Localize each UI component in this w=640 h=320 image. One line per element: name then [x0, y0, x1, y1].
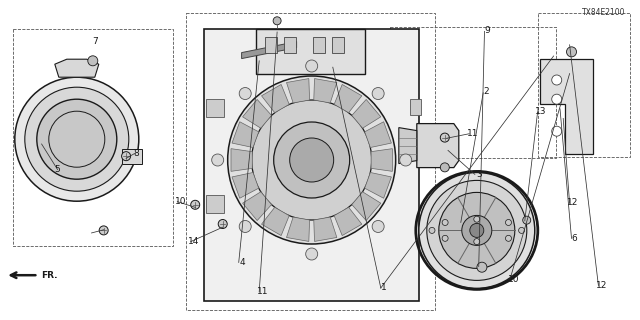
Bar	[284, 37, 296, 53]
Circle shape	[477, 262, 487, 272]
Text: 12: 12	[567, 198, 579, 207]
Circle shape	[273, 17, 281, 25]
Circle shape	[15, 77, 139, 201]
Bar	[332, 37, 344, 53]
Bar	[265, 37, 277, 53]
Polygon shape	[334, 84, 362, 113]
Polygon shape	[314, 217, 337, 241]
Text: 5: 5	[55, 165, 60, 174]
Bar	[186, 13, 435, 310]
Polygon shape	[365, 122, 392, 148]
Circle shape	[25, 87, 129, 191]
Text: 11: 11	[467, 129, 478, 138]
Circle shape	[440, 163, 449, 172]
Polygon shape	[55, 59, 99, 77]
Polygon shape	[231, 149, 252, 171]
Bar	[256, 29, 365, 74]
Text: 11: 11	[257, 287, 268, 296]
Text: 3: 3	[476, 170, 481, 179]
Text: 6: 6	[572, 234, 577, 243]
Circle shape	[462, 215, 492, 245]
Bar	[410, 99, 421, 115]
Bar	[390, 27, 556, 158]
Bar	[13, 29, 173, 246]
Polygon shape	[365, 172, 392, 198]
Polygon shape	[262, 207, 289, 236]
Circle shape	[429, 228, 435, 233]
Polygon shape	[287, 79, 310, 103]
Circle shape	[474, 239, 480, 244]
Circle shape	[212, 154, 224, 166]
Polygon shape	[371, 149, 392, 171]
Circle shape	[518, 228, 525, 233]
Circle shape	[99, 226, 108, 235]
Circle shape	[474, 216, 480, 222]
Text: FR.: FR.	[41, 271, 58, 280]
Polygon shape	[287, 217, 310, 241]
Text: 9: 9	[485, 26, 490, 35]
Circle shape	[399, 154, 412, 166]
Circle shape	[372, 88, 384, 100]
Circle shape	[290, 138, 333, 182]
Polygon shape	[243, 100, 271, 128]
Bar	[313, 37, 325, 53]
Circle shape	[252, 100, 372, 220]
Circle shape	[191, 200, 200, 209]
Circle shape	[306, 60, 317, 72]
Polygon shape	[122, 149, 142, 164]
Text: 14: 14	[188, 237, 200, 246]
Text: 1: 1	[381, 284, 387, 292]
Circle shape	[552, 94, 562, 104]
Text: 7: 7	[92, 37, 97, 46]
Text: 13: 13	[535, 107, 547, 116]
Circle shape	[274, 122, 349, 198]
Polygon shape	[242, 42, 296, 59]
Text: 12: 12	[596, 281, 607, 290]
Polygon shape	[314, 79, 337, 103]
Text: TX84E2100: TX84E2100	[582, 8, 626, 17]
Polygon shape	[399, 128, 417, 164]
Circle shape	[566, 47, 577, 57]
Circle shape	[470, 223, 484, 237]
Bar	[206, 99, 224, 117]
Text: 2: 2	[484, 87, 489, 96]
Text: 8: 8	[134, 149, 139, 158]
Polygon shape	[243, 192, 271, 220]
Polygon shape	[334, 207, 362, 236]
Circle shape	[122, 152, 131, 161]
Circle shape	[440, 133, 449, 142]
Circle shape	[372, 220, 384, 232]
Circle shape	[506, 235, 511, 241]
Bar	[204, 29, 419, 301]
Polygon shape	[540, 59, 593, 154]
Polygon shape	[262, 84, 289, 113]
Text: 4: 4	[239, 258, 244, 267]
Text: 10: 10	[508, 275, 519, 284]
Circle shape	[552, 75, 562, 85]
Polygon shape	[352, 100, 381, 128]
Circle shape	[239, 220, 252, 232]
Circle shape	[442, 235, 448, 241]
Circle shape	[419, 172, 535, 288]
Polygon shape	[417, 124, 459, 168]
Circle shape	[239, 88, 252, 100]
Text: 10: 10	[175, 197, 186, 206]
Circle shape	[442, 220, 448, 226]
Circle shape	[552, 126, 562, 136]
Bar	[206, 195, 224, 213]
Circle shape	[218, 220, 227, 228]
Bar	[538, 13, 630, 157]
Circle shape	[228, 76, 396, 244]
Circle shape	[88, 56, 98, 66]
Circle shape	[439, 192, 515, 268]
Polygon shape	[352, 192, 381, 220]
Polygon shape	[232, 172, 259, 198]
Circle shape	[36, 99, 116, 179]
Polygon shape	[232, 122, 259, 148]
Circle shape	[306, 248, 317, 260]
Circle shape	[427, 180, 527, 280]
Circle shape	[506, 220, 511, 226]
Circle shape	[523, 216, 531, 224]
